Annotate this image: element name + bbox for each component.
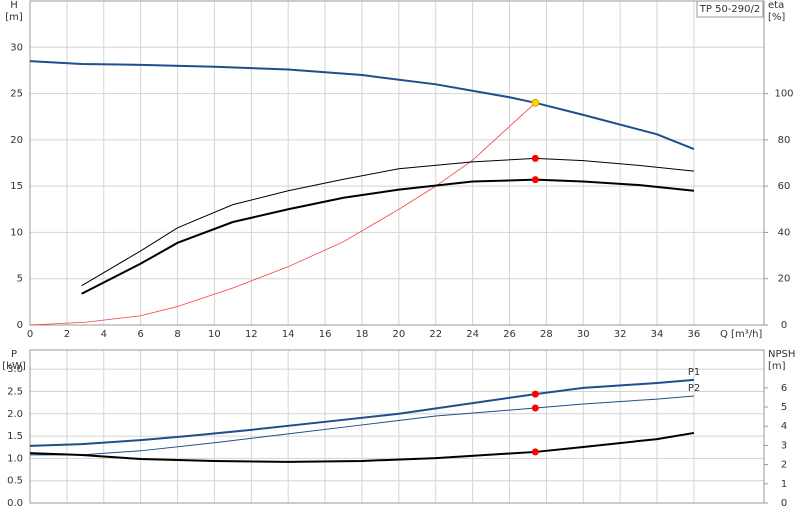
curve xyxy=(29,431,695,463)
x-tick-label: 20 xyxy=(392,329,405,340)
y2-tick-label: 5 xyxy=(781,402,787,413)
y-tick-label: 0.0 xyxy=(7,498,23,509)
y2-tick-label: 2 xyxy=(781,460,787,471)
y-tick-label: 25 xyxy=(10,89,23,100)
y2-tick-label: 1 xyxy=(781,479,787,490)
x-tick-label: 6 xyxy=(137,329,143,340)
x-tick-label: 12 xyxy=(245,329,258,340)
y-tick-label: 30 xyxy=(10,42,23,53)
x-tick-label: 2 xyxy=(64,329,70,340)
y-axis-label: H xyxy=(10,0,18,11)
x-tick-label: 8 xyxy=(174,329,180,340)
y-tick-label: 5 xyxy=(17,274,23,285)
y2-axis-unit: [m] xyxy=(768,361,786,372)
y-tick-label: 0.5 xyxy=(7,476,23,487)
y-tick-label: 15 xyxy=(10,181,23,192)
y2-tick-label: 60 xyxy=(778,181,791,192)
plot-frame xyxy=(29,349,765,504)
x-tick-label: 14 xyxy=(282,329,295,340)
x-tick-label: 4 xyxy=(101,329,107,340)
x-tick-label: 26 xyxy=(503,329,516,340)
x-tick-label: 0 xyxy=(27,329,33,340)
y2-tick-label: 20 xyxy=(778,274,791,285)
plot-frame xyxy=(29,0,765,326)
curve xyxy=(29,102,536,326)
curve xyxy=(29,378,695,447)
duty-point xyxy=(531,154,539,162)
series-label: P2 xyxy=(688,383,700,394)
y2-axis-unit: [%] xyxy=(768,12,785,23)
y-tick-label: 3.0 xyxy=(7,364,23,375)
y-tick-label: 2.0 xyxy=(7,409,23,420)
y2-tick-label: 100 xyxy=(774,89,793,100)
curve xyxy=(30,395,694,456)
x-tick-label: 30 xyxy=(577,329,590,340)
x-tick-label: 32 xyxy=(614,329,627,340)
x-tick-label: 10 xyxy=(208,329,221,340)
y-tick-label: 1.0 xyxy=(7,453,23,464)
y2-tick-label: 4 xyxy=(781,421,787,432)
y-tick-label: 1.5 xyxy=(7,431,23,442)
y-tick-label: 10 xyxy=(10,227,23,238)
curve xyxy=(29,60,695,151)
curve xyxy=(81,178,695,295)
y-tick-label: 20 xyxy=(10,135,23,146)
curve xyxy=(81,157,694,287)
x-tick-label: 34 xyxy=(651,329,664,340)
x-tick-label: 24 xyxy=(466,329,479,340)
x-tick-label: 18 xyxy=(356,329,369,340)
chart-title: TP 50-290/2 xyxy=(699,4,760,15)
y-axis-unit: [m] xyxy=(5,12,23,23)
y2-axis-label: NPSH xyxy=(768,349,795,360)
y-axis-label: P xyxy=(11,349,17,360)
duty-point xyxy=(531,448,539,456)
x-axis-label: Q [m³/h] xyxy=(720,329,762,340)
y2-axis-label: eta xyxy=(768,0,784,11)
y2-tick-label: 40 xyxy=(778,227,791,238)
duty-point xyxy=(531,98,540,107)
y2-tick-label: 0 xyxy=(781,320,787,331)
y2-tick-label: 80 xyxy=(778,135,791,146)
title-box xyxy=(696,0,764,18)
series-label: P1 xyxy=(688,367,700,378)
duty-point xyxy=(531,404,539,412)
duty-point xyxy=(531,390,539,398)
y-tick-label: 2.5 xyxy=(7,386,23,397)
y-tick-label: 0 xyxy=(17,320,23,331)
x-tick-label: 36 xyxy=(688,329,701,340)
x-tick-label: 16 xyxy=(319,329,332,340)
y2-tick-label: 6 xyxy=(781,383,787,394)
x-tick-label: 28 xyxy=(540,329,553,340)
duty-point xyxy=(531,176,539,184)
y-axis-unit: [kW] xyxy=(2,361,26,372)
y2-tick-label: 3 xyxy=(781,440,787,451)
y2-tick-label: 0 xyxy=(781,498,787,509)
x-tick-label: 22 xyxy=(429,329,442,340)
